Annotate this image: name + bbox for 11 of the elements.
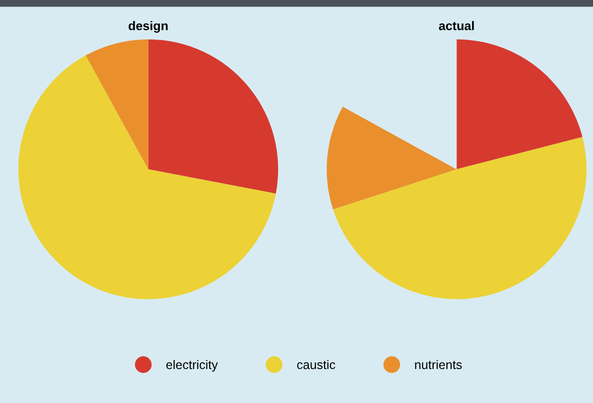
chart-title: design (128, 21, 168, 33)
pie-slice (333, 136, 586, 300)
legend-label: caustic (297, 360, 336, 370)
legend-label: electricity (166, 360, 218, 372)
legend-label: nutrients (415, 360, 462, 370)
pie-slice (18, 55, 276, 300)
pie-slice (456, 39, 582, 170)
chart-title: actual (438, 21, 474, 30)
pie-slice (148, 39, 278, 194)
pie-slice (86, 39, 148, 170)
pie-slice (326, 106, 457, 210)
